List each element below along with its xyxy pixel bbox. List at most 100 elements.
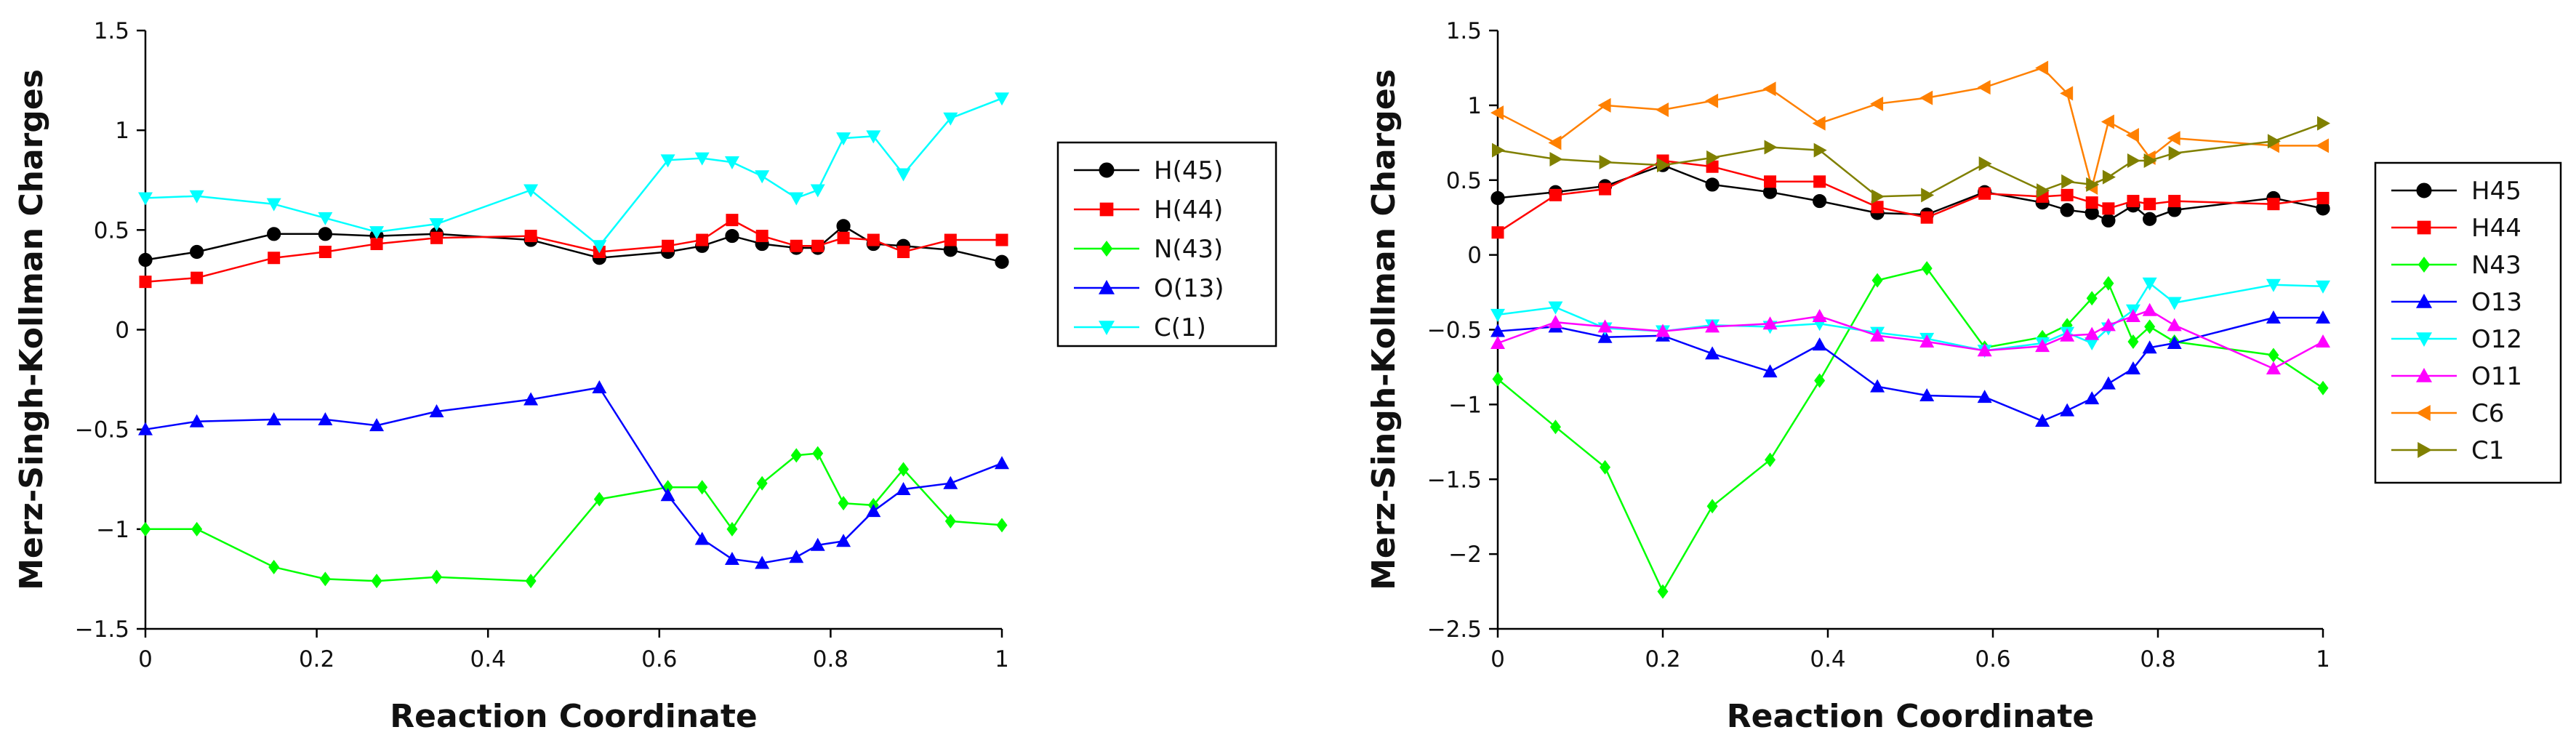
data-point	[2143, 212, 2157, 226]
data-point	[2085, 326, 2100, 340]
y-tick-label: −1	[1448, 392, 1482, 418]
data-point	[139, 276, 152, 289]
series-o11	[1490, 302, 2330, 374]
data-point	[1919, 388, 1935, 402]
data-point	[2125, 308, 2140, 322]
series-line	[1497, 159, 2324, 233]
data-point	[369, 226, 385, 240]
series-h44	[1491, 154, 2330, 239]
data-point	[660, 154, 675, 168]
data-point	[369, 418, 385, 432]
y-tick-label: −0.5	[1427, 318, 1482, 344]
data-point	[1600, 459, 1611, 475]
x-tick-label: 0.2	[299, 646, 334, 672]
data-point	[592, 380, 607, 394]
data-point	[1812, 116, 1826, 131]
data-point	[2125, 128, 2139, 143]
data-point	[1871, 273, 1883, 288]
data-point	[1813, 142, 1827, 158]
data-point	[836, 219, 851, 233]
series-c1	[138, 92, 1009, 254]
x-tick-label: 0.2	[1645, 646, 1680, 672]
data-point	[431, 569, 443, 585]
legend-marker	[2416, 332, 2432, 347]
legend-marker	[2416, 294, 2432, 308]
x-tick-label: 0.4	[470, 646, 506, 672]
data-point	[725, 228, 739, 244]
data-point	[370, 238, 383, 251]
data-point	[190, 271, 204, 284]
y-tick-label: −0.5	[75, 417, 129, 443]
data-point	[810, 537, 825, 551]
data-point	[2266, 278, 2281, 292]
data-point	[694, 531, 710, 545]
data-point	[944, 233, 957, 246]
data-point	[1977, 80, 1991, 95]
data-point	[2102, 169, 2116, 185]
data-point	[2061, 188, 2074, 201]
series-line	[1497, 164, 2324, 222]
data-point	[138, 422, 153, 435]
data-point	[267, 227, 281, 241]
data-point	[1656, 103, 1669, 118]
data-point	[1706, 160, 1719, 173]
x-tick-label: 0.6	[1975, 646, 2010, 672]
y-tick-label: 0.5	[1446, 168, 1482, 194]
data-point	[1705, 319, 1720, 333]
data-point	[1548, 315, 1563, 329]
data-point	[2085, 391, 2100, 405]
data-point	[140, 521, 151, 537]
data-point	[867, 233, 880, 246]
y-tick-label: 0	[1467, 243, 1482, 269]
data-point	[1870, 328, 1885, 342]
data-point	[696, 233, 709, 246]
data-point	[1490, 336, 1505, 350]
data-point	[268, 252, 281, 265]
data-point	[1597, 319, 1613, 333]
data-point	[2086, 177, 2100, 192]
data-point	[2127, 195, 2140, 208]
data-point	[593, 491, 605, 507]
data-point	[697, 480, 708, 495]
data-point	[2267, 198, 2280, 211]
data-point	[1871, 201, 1884, 214]
data-point	[2100, 114, 2114, 129]
legend-marker	[2417, 257, 2431, 273]
legend-label: C(1)	[1154, 313, 1206, 342]
data-point	[1549, 419, 1561, 435]
legend-marker	[1099, 321, 1115, 335]
data-point	[1657, 584, 1669, 599]
data-point	[1490, 105, 1504, 121]
legend-marker	[2416, 368, 2432, 382]
y-tick-label: 0.5	[94, 217, 129, 244]
y-tick-label: −2	[1448, 542, 1482, 568]
data-point	[2316, 138, 2329, 153]
legend: H45 H44 N43 O13 O12 O11 C6 C1	[2374, 161, 2562, 484]
data-point	[2167, 336, 2182, 350]
axes-frame	[144, 31, 1002, 630]
data-point	[1870, 379, 1885, 393]
legend-label: O13	[2471, 288, 2522, 317]
data-point	[1813, 193, 1827, 209]
data-point	[1599, 182, 1612, 196]
legend-label: O11	[2471, 362, 2522, 391]
data-point	[2142, 340, 2157, 354]
data-point	[812, 446, 824, 461]
data-point	[2143, 153, 2157, 169]
data-point	[2060, 203, 2074, 217]
data-point	[944, 513, 956, 529]
data-point	[995, 456, 1009, 470]
data-point	[1812, 337, 1827, 351]
data-point	[592, 240, 607, 254]
data-point	[2316, 191, 2330, 204]
data-point	[724, 551, 739, 565]
data-point	[318, 246, 332, 259]
series-line	[1497, 122, 2324, 198]
data-point	[1978, 156, 1992, 172]
x-tick-label: 0	[1490, 646, 1505, 672]
data-point	[1706, 150, 1720, 165]
legend-box	[1056, 141, 1277, 348]
series-c1	[1492, 116, 2330, 204]
series-h45	[1490, 158, 2330, 228]
data-point	[189, 414, 204, 427]
